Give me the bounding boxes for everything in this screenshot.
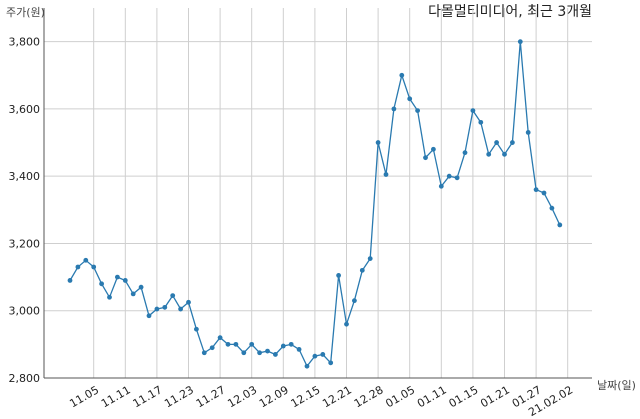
data-point: [525, 130, 531, 135]
data-point: [209, 345, 215, 351]
data-point: [91, 264, 97, 270]
data-point: [533, 187, 539, 193]
data-point: [138, 284, 144, 290]
data-point: [462, 150, 468, 156]
data-point: [367, 256, 373, 261]
data-point: [67, 278, 73, 283]
data-point: [225, 341, 231, 347]
data-point: [249, 341, 255, 347]
data-point: [446, 173, 452, 179]
data-point: [486, 151, 492, 157]
y-tick-label: 3,400: [9, 170, 41, 183]
x-tick-label: 12.28: [352, 383, 386, 410]
data-point: [273, 352, 278, 357]
x-tick-label: 12.09: [257, 383, 291, 410]
x-tick-labels: 11.0511.1111.1711.2311.2712.0312.0912.15…: [67, 383, 575, 419]
data-point: [391, 106, 397, 112]
x-tick-label: 11.11: [99, 383, 133, 410]
data-point: [107, 294, 112, 300]
data-point: [510, 140, 515, 145]
data-point: [557, 222, 563, 228]
data-point: [407, 96, 413, 102]
data-point: [304, 363, 310, 369]
data-point: [375, 140, 381, 145]
data-point: [352, 298, 357, 304]
x-tick-label: 01.15: [447, 383, 481, 410]
data-point: [194, 326, 199, 332]
data-point: [115, 274, 120, 280]
data-point: [265, 348, 270, 354]
data-point: [201, 350, 207, 356]
x-tick-label: 01.21: [478, 383, 512, 410]
data-point: [478, 119, 484, 125]
data-point: [494, 140, 499, 145]
x-axis-title: 날짜(일): [597, 378, 636, 392]
data-point: [75, 264, 81, 270]
y-tick-labels: 2,800 3,000 3,200 3,400 3,600 3,800: [9, 36, 41, 385]
grid: [44, 8, 592, 379]
data-point: [438, 183, 444, 189]
data-point: [186, 299, 191, 305]
x-tick-label: 11.27: [194, 383, 228, 410]
data-point: [122, 278, 128, 283]
data-point: [549, 205, 555, 211]
y-tick-label: 3,200: [9, 237, 41, 250]
data-point: [517, 39, 523, 45]
data-point: [454, 175, 460, 181]
data-point: [296, 347, 302, 352]
data-point: [320, 352, 326, 357]
x-tick-label: 11.23: [162, 383, 196, 410]
data-point: [415, 108, 420, 113]
data-point: [288, 341, 294, 347]
y-tick-label: 3,800: [9, 36, 41, 49]
y-tick-label: 3,600: [9, 103, 41, 116]
data-point: [502, 151, 507, 157]
data-point: [178, 306, 184, 312]
data-point: [541, 190, 547, 196]
y-axis-title: 주가(원): [6, 6, 45, 19]
data-point: [83, 257, 89, 263]
x-tick-label: 01.11: [415, 383, 449, 410]
x-tick-label: 12.21: [320, 383, 354, 410]
data-point: [383, 172, 389, 177]
axes: [43, 8, 592, 379]
data-point: [241, 350, 247, 356]
x-tick-label: 11.05: [67, 383, 101, 410]
price-series: [67, 39, 563, 369]
data-point: [162, 304, 168, 310]
x-tick-label: 11.17: [131, 383, 165, 410]
data-point: [170, 293, 176, 298]
data-point: [217, 335, 223, 341]
data-point: [280, 343, 286, 349]
data-point: [431, 146, 436, 152]
x-tick-label: 12.15: [289, 383, 323, 410]
data-point: [130, 291, 136, 297]
data-point: [312, 353, 318, 359]
data-point: [344, 321, 349, 327]
y-tick-label: 2,800: [9, 372, 41, 385]
data-point: [233, 341, 239, 347]
data-point: [328, 360, 334, 366]
x-tick-label: 01.05: [383, 383, 417, 410]
x-tick-label: 12.03: [225, 383, 259, 410]
chart-title: 다몰멀티미디어, 최근 3개월: [428, 4, 592, 20]
y-tick-label: 3,000: [9, 305, 41, 318]
data-point: [99, 281, 104, 287]
data-point: [470, 108, 476, 113]
data-point: [336, 273, 341, 278]
data-point: [257, 350, 262, 356]
data-point: [423, 155, 428, 161]
data-point: [359, 267, 365, 273]
data-point: [146, 313, 152, 319]
data-point: [154, 306, 160, 312]
data-point: [399, 72, 405, 78]
